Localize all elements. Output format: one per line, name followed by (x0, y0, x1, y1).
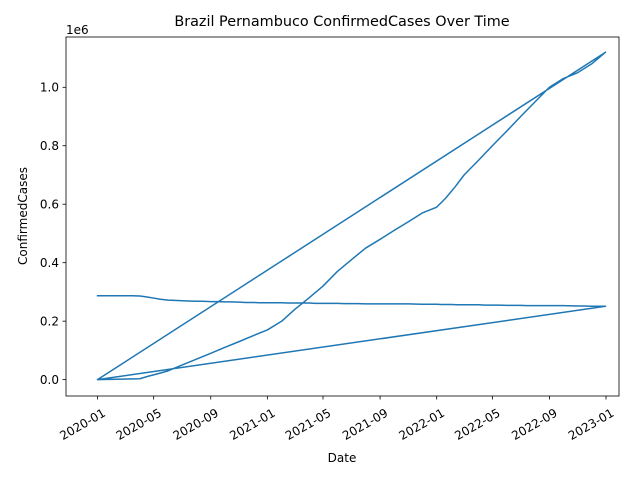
series-layer (96, 51, 607, 381)
axes-frame (65, 36, 620, 397)
plot-area (65, 36, 620, 397)
x-tick-label: 2020-09 (171, 406, 221, 443)
series-line (96, 51, 607, 381)
y-offset-label: 1e6 (66, 23, 89, 37)
chart-title: Brazil Pernambuco ConfirmedCases Over Ti… (174, 14, 509, 30)
x-tick-label: 2021-05 (283, 406, 333, 443)
x-axis-label: Date (328, 451, 357, 465)
y-tick-label: 0.0 (40, 373, 59, 387)
x-tick-label: 2022-01 (397, 406, 447, 443)
x-tick-label: 2020-01 (57, 406, 107, 443)
y-tick-label: 0.8 (40, 139, 59, 153)
x-tick-label: 2023-01 (566, 406, 616, 443)
x-tick-label: 2022-05 (452, 406, 502, 443)
x-tick-label: 2022-09 (509, 406, 559, 443)
x-tick-label: 2020-05 (114, 406, 164, 443)
y-tick-label: 0.4 (40, 256, 59, 270)
y-tick-label: 1.0 (40, 81, 59, 95)
x-axis-ticks: 2020-01 2020-05 2020-09 2021-01 2021-05 2021-… (57, 396, 616, 443)
y-axis-ticks: 0.0 0.2 0.4 0.6 0.8 1.0 (40, 81, 66, 387)
y-axis-label: ConfirmedCases (16, 167, 30, 265)
x-tick-label: 2021-09 (340, 406, 390, 443)
x-tick-label: 2021-01 (227, 406, 277, 443)
y-tick-label: 0.6 (40, 198, 59, 212)
y-tick-label: 0.2 (40, 314, 59, 328)
